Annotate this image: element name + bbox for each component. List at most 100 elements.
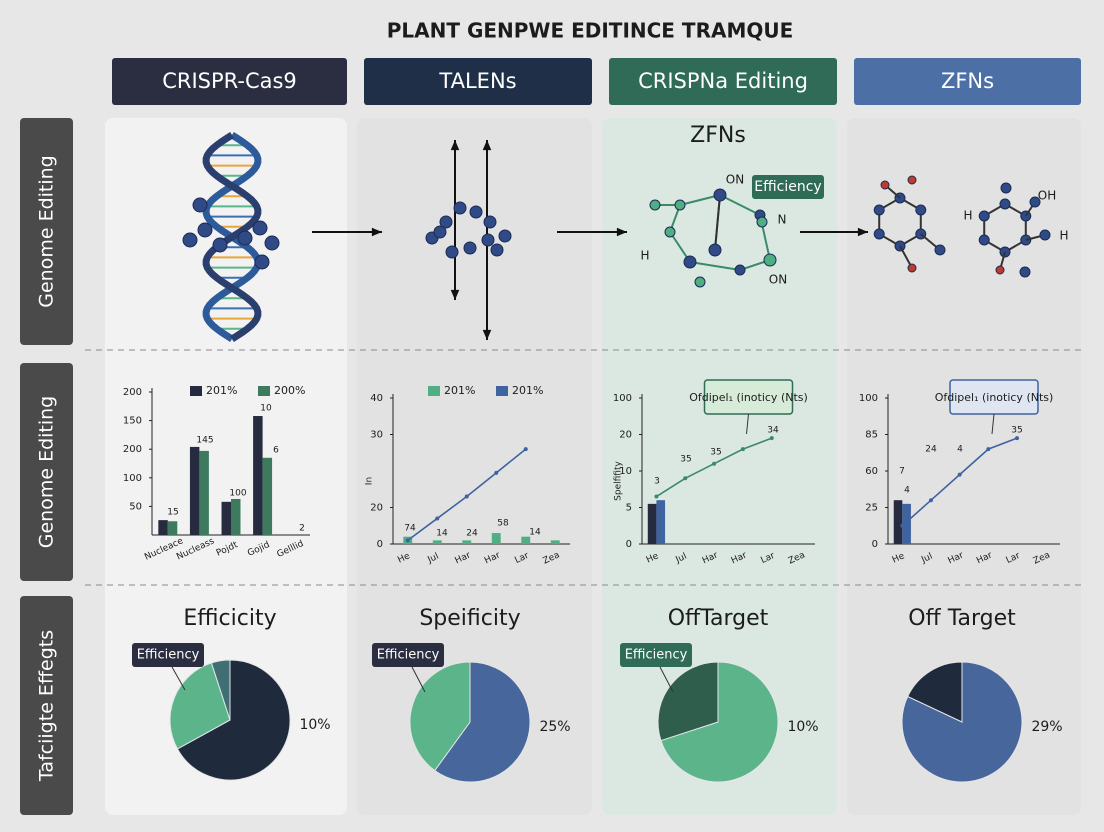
y-tick-label: 200 — [123, 444, 142, 455]
atom — [254, 254, 270, 270]
pie-slice — [907, 661, 963, 723]
pie-label: 29% — [1031, 719, 1062, 735]
y-tick-label: 20 — [619, 430, 632, 441]
y-tick-label: 20 — [370, 503, 383, 514]
atom — [999, 198, 1011, 210]
atom — [756, 216, 768, 228]
y-tick-label: 100 — [859, 393, 878, 404]
pie-label: 25% — [539, 719, 570, 735]
callout-pointer — [991, 413, 995, 435]
bar — [262, 457, 273, 535]
column-panel — [105, 118, 347, 815]
atom — [978, 234, 990, 246]
callout-box — [620, 643, 692, 667]
label-box — [752, 175, 824, 199]
diagram-label: N — [778, 213, 787, 227]
atom — [1039, 229, 1051, 241]
diagram-label: H — [963, 209, 972, 223]
annotation: 2 — [299, 524, 305, 534]
diagram-label: ON — [769, 273, 787, 287]
column-header-label: ZFNs — [941, 69, 994, 93]
arrow-head — [450, 140, 460, 151]
atom — [237, 230, 253, 246]
atom — [649, 199, 661, 211]
pie-title: Efficicity — [183, 606, 276, 631]
pie-slice — [434, 661, 531, 783]
column-header-label: TALENs — [438, 69, 516, 93]
atom — [469, 205, 483, 219]
bar — [167, 521, 178, 535]
atom — [907, 263, 917, 273]
line-point — [494, 470, 499, 475]
column-header-label: CRISPR-Cas9 — [162, 69, 297, 93]
row-label-box — [20, 363, 73, 581]
atom — [915, 204, 927, 216]
atom — [674, 199, 686, 211]
y-tick-label: 5 — [626, 503, 632, 514]
diagram-label: ON — [726, 173, 744, 187]
arrow-head — [482, 140, 492, 151]
y-tick-label: 40 — [370, 393, 383, 404]
y-tick-label: 0 — [377, 539, 383, 550]
pie-slice — [169, 662, 231, 750]
atom — [439, 215, 453, 229]
bar — [231, 498, 241, 535]
bar — [221, 501, 231, 535]
line-point — [654, 494, 659, 499]
column-header — [112, 58, 347, 105]
callout-box — [132, 643, 204, 667]
annotation: 4 — [904, 486, 910, 496]
x-tick-label: He — [645, 551, 661, 565]
column-panel — [357, 118, 592, 815]
x-tick-label: Jul — [426, 552, 441, 566]
y-axis-label: In — [365, 477, 375, 485]
bar — [462, 540, 472, 544]
diagram-label: H — [640, 249, 649, 263]
bond — [689, 261, 741, 271]
bar — [253, 416, 263, 535]
y-tick-label: 0 — [872, 539, 878, 550]
atom — [433, 225, 447, 239]
annotation: 6 — [273, 446, 279, 456]
atom — [694, 276, 706, 288]
bar — [656, 500, 666, 544]
arrow-head — [857, 227, 868, 237]
y-tick-label: 150 — [123, 416, 142, 427]
annotation: 4 — [957, 445, 963, 455]
annotation: 24 — [466, 529, 478, 539]
atom — [252, 220, 268, 236]
bond — [719, 194, 761, 216]
callout-pointer — [659, 666, 674, 693]
legend-label: 200% — [274, 384, 305, 397]
line-point — [405, 538, 410, 543]
y-tick-label: 60 — [865, 466, 878, 477]
atom — [713, 188, 727, 202]
line-point — [769, 436, 774, 441]
arrow-head — [450, 289, 460, 300]
pie-title: Off Target — [908, 606, 1016, 631]
atom — [182, 232, 198, 248]
y-axis-label: Spelfifity — [614, 460, 624, 500]
atom — [463, 241, 477, 255]
annotation: 34 — [767, 426, 779, 436]
dna-strand — [202, 132, 262, 342]
atom — [483, 215, 497, 229]
legend-swatch — [428, 386, 440, 396]
y-tick-label: 25 — [865, 503, 878, 514]
x-tick-label: Jul — [919, 552, 934, 566]
bar — [902, 503, 911, 544]
diagram-label: OH — [1038, 189, 1056, 203]
y-tick-label: 100 — [613, 393, 632, 404]
callout-pointer — [411, 666, 426, 693]
callout-label: Efficiency — [377, 648, 440, 663]
pie-slice — [176, 659, 291, 781]
diagram-label: Efficiency — [754, 179, 821, 195]
line-point — [523, 447, 528, 452]
atom — [490, 243, 504, 257]
arrow-head — [371, 227, 382, 237]
bar — [647, 503, 657, 544]
atom — [264, 235, 280, 251]
page-title: PLANT GENPWE EDITINCE TRAMQUE — [387, 19, 794, 43]
atom — [708, 243, 722, 257]
callout-label: Efficiency — [137, 648, 200, 663]
